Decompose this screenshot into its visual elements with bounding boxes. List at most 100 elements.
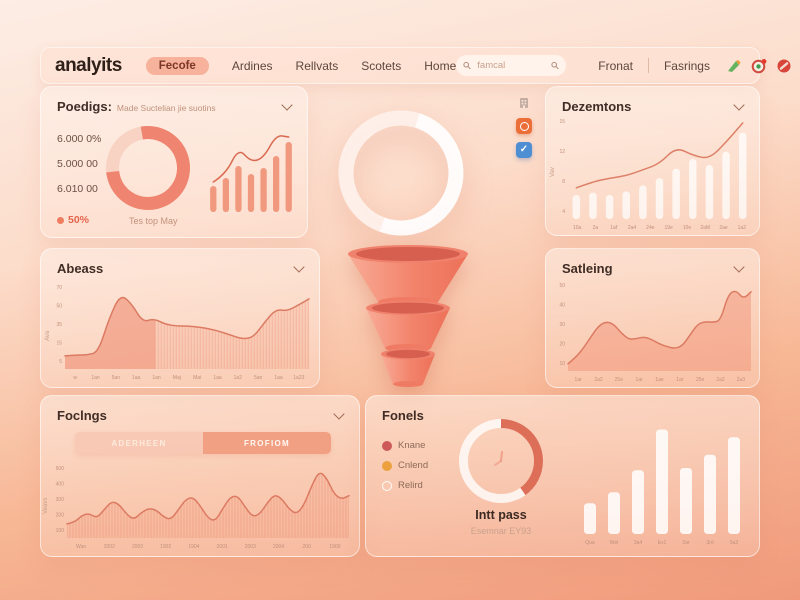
svg-text:1ar: 1ar <box>636 377 644 383</box>
divider <box>647 58 649 73</box>
nav-item-home[interactable]: Home <box>424 58 457 73</box>
nav-item-fecofe[interactable]: Fecofe <box>145 56 209 75</box>
tab-aderheen[interactable]: ADERHEEN <box>75 432 203 454</box>
percent-value: 50% <box>68 214 90 226</box>
svg-text:500: 500 <box>56 466 65 472</box>
search-box[interactable] <box>456 55 567 76</box>
chart-legend: Knane Cnlend Relird <box>382 440 428 491</box>
card-title: Abeass <box>57 261 104 276</box>
card-satleing: Satleing 50 40 30 20 10 1ar 2a2 25e 1ar 1ae 1ar 25e… <box>545 248 760 388</box>
svg-text:1aa: 1aa <box>213 375 222 381</box>
search-icon <box>463 61 471 70</box>
app-logo: analyits <box>55 54 122 76</box>
tab-frofiom[interactable]: FROFIOM <box>203 432 331 454</box>
card-foctngs: Foclngs ADERHEEN FROFIOM Veavs 500 400 300… <box>40 395 360 557</box>
chevron-down-icon[interactable] <box>293 261 305 273</box>
svg-text:10e: 10e <box>683 225 692 231</box>
svg-text:40: 40 <box>559 303 565 309</box>
svg-text:2004: 2004 <box>273 544 284 550</box>
svg-text:1aa: 1aa <box>132 375 141 381</box>
svg-text:Ev1: Ev1 <box>658 540 667 546</box>
dartboard-icon[interactable] <box>751 58 767 74</box>
svg-text:Mai: Mai <box>193 375 201 381</box>
svg-text:3a4: 3a4 <box>634 540 643 546</box>
svg-text:2aM: 2aM <box>700 225 710 231</box>
svg-text:2002: 2002 <box>104 544 115 550</box>
svg-text:1904: 1904 <box>188 544 199 550</box>
nav-link-fasrings[interactable]: Fasrings <box>663 58 710 73</box>
bar-chart: Qua Wel 3a4 Ev1 2ar 3rd 5a3 <box>584 429 740 546</box>
svg-text:Maj: Maj <box>173 375 181 381</box>
svg-text:Wan: Wan <box>76 544 86 550</box>
svg-text:2003: 2003 <box>245 544 256 550</box>
svg-text:1aa: 1aa <box>274 375 283 381</box>
card-title: Fonels <box>382 408 424 423</box>
camera-lens-icon <box>519 121 529 131</box>
svg-text:12: 12 <box>559 149 565 155</box>
svg-text:50: 50 <box>559 283 565 289</box>
funnel-tier-1 <box>348 254 468 302</box>
nav-link-fronat[interactable]: Fronat <box>598 58 633 73</box>
svg-text:w: w <box>73 375 77 381</box>
svg-text:50: 50 <box>56 304 62 310</box>
svg-text:25e: 25e <box>696 377 705 383</box>
svg-text:1ae: 1ae <box>655 377 664 383</box>
svg-text:2a2: 2a2 <box>594 377 603 383</box>
search-input[interactable] <box>475 59 548 72</box>
dot-icon <box>57 216 64 224</box>
funnel-tier-3 <box>381 354 435 384</box>
area-chart: 500 400 300 200 100 Wan 2002 2003 1902 1904 2001 20… <box>56 466 350 550</box>
svg-text:10a: 10a <box>573 225 582 231</box>
svg-text:24e: 24e <box>646 225 655 231</box>
chevron-down-icon[interactable] <box>281 99 293 111</box>
nav-item-scotets[interactable]: Scotets <box>361 58 402 73</box>
card-title: Satleing <box>562 261 613 276</box>
chevron-down-icon[interactable] <box>733 261 745 273</box>
svg-text:5an: 5an <box>254 375 263 381</box>
svg-text:1ar: 1ar <box>575 377 583 383</box>
funnel-chart <box>348 245 468 387</box>
card-abeass: Abeass Ava 70 50 35 15 5 w 1an 5an 1aa 1an Maj Mai 1… <box>40 248 320 388</box>
svg-text:5a3: 5a3 <box>730 540 739 546</box>
tab-group: ADERHEEN FROFIOM <box>75 432 331 454</box>
legend-label: Cnlend <box>398 460 429 471</box>
card-title: Poedigs: Made Suctelian jie suotins <box>57 99 216 114</box>
legend-dot-icon <box>382 480 392 491</box>
pencil-ruler-icon[interactable] <box>726 58 742 74</box>
svg-text:19e: 19e <box>664 225 673 231</box>
chevron-down-icon[interactable] <box>333 408 345 420</box>
legend-item-relird[interactable]: Relird <box>382 480 428 491</box>
search-icon <box>551 61 559 70</box>
gauge-chart <box>459 419 543 503</box>
legend-item-knane[interactable]: Knane <box>382 440 428 451</box>
mini-bar-chart <box>210 135 292 212</box>
nav-menu: Fecofe Ardines Rellvats Scotets Home <box>145 56 457 75</box>
gauge-subtext: Esemnar EY93 <box>470 526 532 536</box>
top-navbar: analyits Fecofe Ardines Rellvats Scotets… <box>40 47 791 84</box>
svg-text:3rd: 3rd <box>706 540 713 546</box>
legend-item-cnlend[interactable]: Cnlend <box>382 460 428 471</box>
svg-text:Qua: Qua <box>585 540 595 546</box>
svg-text:400: 400 <box>56 482 65 488</box>
nav-icon-group <box>726 58 800 74</box>
percent-badge: 50% <box>57 214 89 226</box>
svg-text:1a2: 1a2 <box>234 375 243 381</box>
svg-text:2001: 2001 <box>217 544 228 550</box>
chevron-down-icon[interactable] <box>733 99 745 111</box>
nav-item-rellvats[interactable]: Rellvats <box>295 58 339 73</box>
card-dezemtons: Dezemtons Vav 15 12 8 4 10a 2a 1af 2a4 24e 19e 10e… <box>545 86 760 236</box>
check-app-icon[interactable]: ✓ <box>516 142 532 158</box>
camera-app-icon[interactable] <box>516 118 532 134</box>
svg-text:35: 35 <box>56 322 62 328</box>
svg-text:1a2: 1a2 <box>738 225 747 231</box>
svg-text:200: 200 <box>303 544 312 550</box>
svg-text:100: 100 <box>56 528 65 534</box>
nav-item-ardines[interactable]: Ardines <box>231 58 273 73</box>
card-fonals: Fonels Knane Cnlend Relird Intt pass Ese… <box>365 395 760 557</box>
block-icon[interactable] <box>776 58 792 74</box>
svg-text:70: 70 <box>56 285 62 291</box>
building-icon[interactable] <box>517 96 531 110</box>
svg-text:2ae: 2ae <box>719 225 728 231</box>
stat-value: 5.000 00 <box>57 158 98 170</box>
